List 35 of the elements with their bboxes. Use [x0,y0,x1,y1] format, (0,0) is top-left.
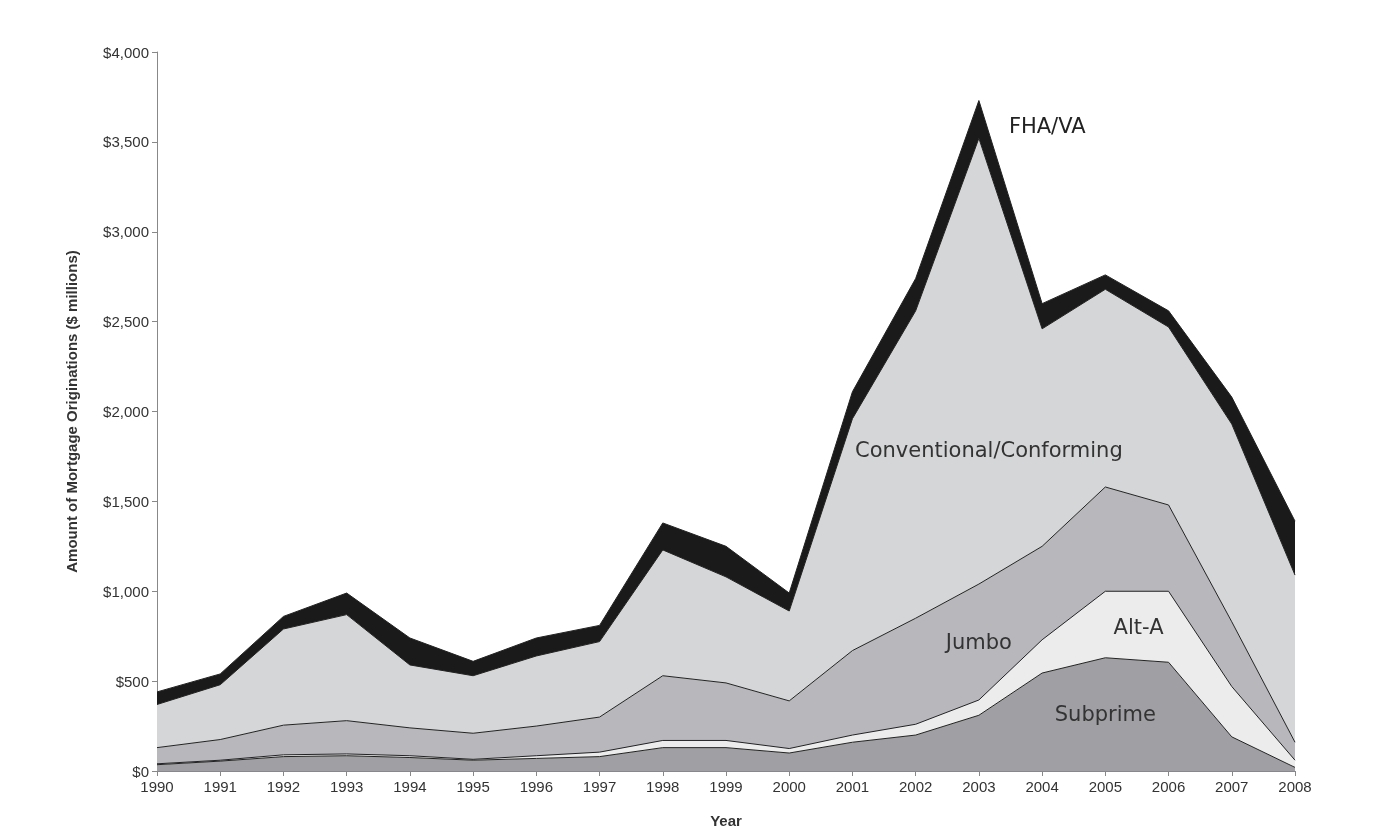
x-tick-label: 2008 [1278,778,1312,795]
x-tick-label: 2001 [835,778,870,795]
x-tick-label: 2006 [1151,778,1186,795]
series-label: Conventional/Conforming [855,438,1123,463]
series-label: Jumbo [943,630,1012,655]
x-tick-label: 1994 [393,778,427,795]
y-tick-label: $4,000 [103,43,149,61]
x-tick-label: 1993 [329,778,364,795]
y-tick-label: $1,500 [103,492,149,510]
x-tick-label: 1990 [140,778,174,795]
x-tick-label: 2003 [962,778,996,795]
series-label: Subprime [1054,702,1156,727]
x-tick-label: 1997 [582,778,617,795]
series-label: FHA/VA [1008,113,1087,138]
x-tick-label: 1998 [646,778,680,795]
y-tick-label: $1,000 [103,582,149,600]
x-tick-label: 1995 [456,778,490,795]
series-label: Alt-A [1113,614,1165,639]
x-tick-label: 1991 [203,778,237,795]
x-tick-label: 2004 [1025,778,1059,795]
y-tick-label: $2,500 [103,313,149,331]
x-tick-label: 2000 [772,778,806,795]
y-tick-label: $2,000 [103,403,149,420]
x-axis-title: Year [710,812,743,829]
x-tick-label: 2005 [1088,778,1123,795]
x-tick-label: 2007 [1215,778,1249,795]
y-tick-label: $0 [132,762,149,780]
y-tick-label: $3,000 [103,223,149,241]
x-tick-label: 1996 [519,778,554,795]
x-tick-label: 2002 [898,778,933,795]
x-tick-label: 1992 [266,778,301,795]
y-tick-label: $500 [115,672,149,690]
x-tick-label: 1999 [709,778,743,795]
y-tick-label: $3,500 [103,133,149,151]
y-axis-title: Amount of Mortgage Originations ($ millions) [63,250,80,573]
